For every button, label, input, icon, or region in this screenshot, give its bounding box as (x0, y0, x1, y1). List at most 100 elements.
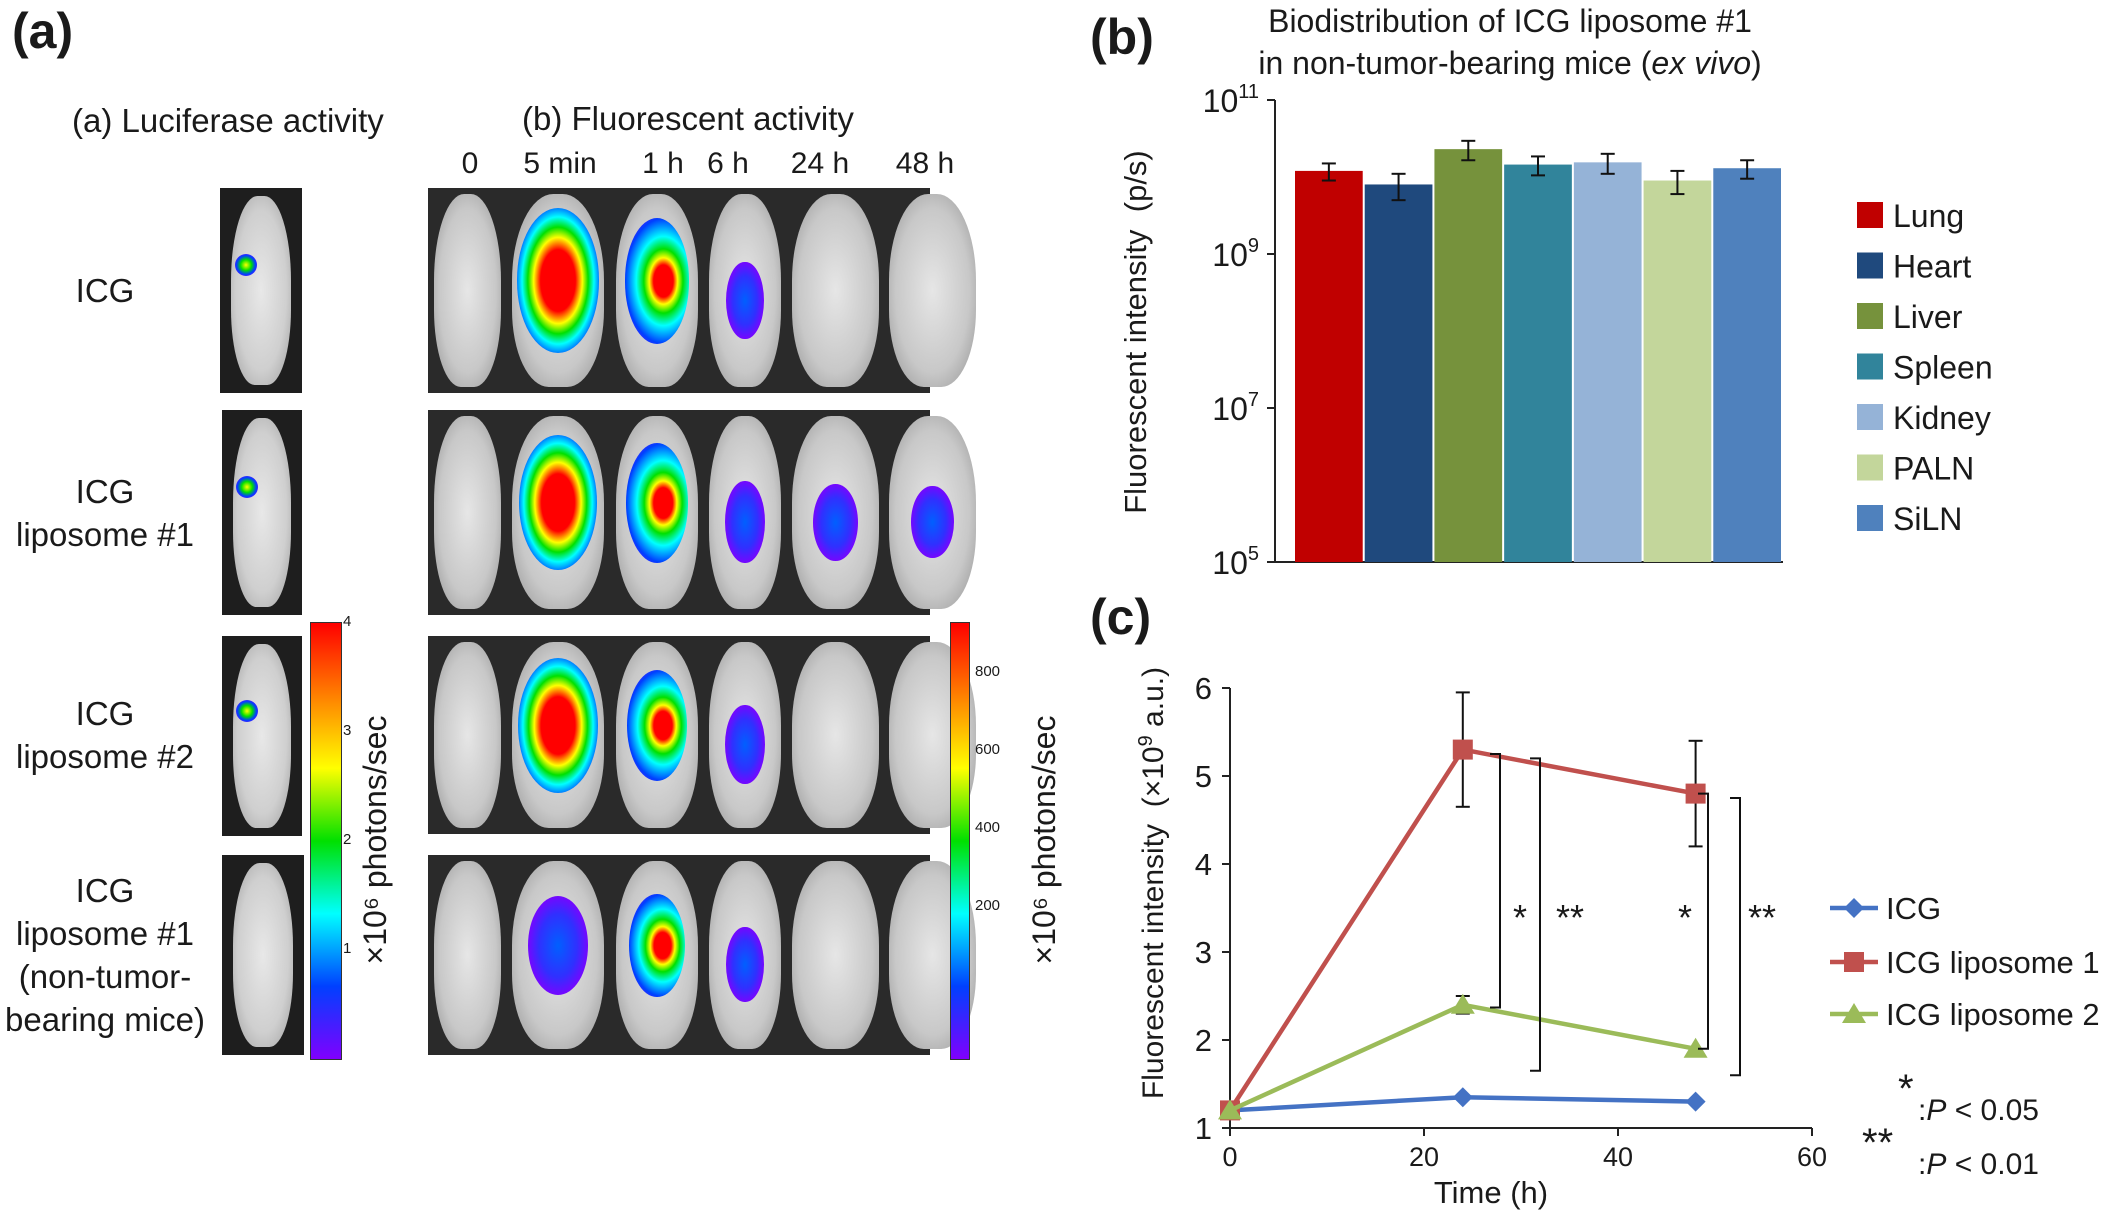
chart-b-title-line2-b: ) (1750, 45, 1762, 81)
chart-b-bar-heart (1364, 184, 1433, 562)
chart-c-legend-label: ICG liposome 2 (1886, 997, 2100, 1032)
row-label: ICG liposome #1 (0, 470, 210, 556)
chart-c-xtick-label: 40 (1603, 1142, 1633, 1172)
timepoint-label: 1 h (642, 147, 684, 180)
fluorescence-mouse (889, 194, 976, 387)
chart-c-marker-triangle (1218, 1099, 1242, 1120)
chart-c-ytick-label: 3 (1195, 935, 1212, 970)
mouse-body (233, 418, 291, 607)
chart-b-legend-swatch (1857, 202, 1883, 228)
fluorescence-mouse (512, 861, 604, 1049)
fluorescence-mouse (709, 642, 781, 828)
fluorescence-mouse (512, 194, 604, 387)
chart-c-xtick-label: 60 (1797, 1142, 1827, 1172)
chart-b-legend-label: PALN (1893, 451, 1974, 487)
mouse-body (233, 644, 291, 828)
fluorescence-signal (725, 481, 765, 564)
colorbar-left-tick: 2 (343, 831, 352, 848)
chart-c-sig-bracket (1490, 753, 1501, 1009)
row-label-line: liposome #1 (16, 515, 194, 553)
chart-b-legend-swatch (1857, 252, 1883, 279)
chart-c-ytick-label: 2 (1195, 1023, 1212, 1058)
chart-c-sig-legend-p: P (1926, 1148, 1946, 1181)
chart-b-legend-swatch (1857, 404, 1883, 430)
chart-c-ytick-label: 6 (1195, 671, 1212, 706)
colorbar-right-tick: 400 (975, 819, 1001, 836)
fluorescence-mouse (616, 416, 698, 609)
row-label-line: ICG (75, 472, 135, 510)
chart-c-marker-square (1844, 952, 1864, 972)
fluorescence-signal (725, 704, 765, 784)
chart-c-ytick-label: 5 (1195, 759, 1212, 794)
colorbar-right (950, 622, 970, 1060)
colorbar-right-tick: 200 (975, 897, 1001, 914)
colorbar-left-tick: 3 (343, 722, 352, 739)
chart-c-ytick-label: 4 (1195, 847, 1212, 882)
chart-b-legend-label: Spleen (1893, 350, 1993, 386)
fluorescence-mouse (792, 416, 879, 609)
chart-b-bar-lung (1295, 170, 1363, 562)
chart-b-ytick-label: 107 (1212, 389, 1259, 427)
timepoint-label: 0 (461, 147, 479, 180)
row-label-line: ICG (75, 695, 135, 732)
chart-c-marker-triangle (1683, 1037, 1708, 1058)
chart-b-legend-label: Kidney (1893, 400, 1991, 436)
luciferase-image (220, 188, 302, 393)
chart-b-bar-siln (1713, 168, 1781, 562)
chart-c-sig-legend-colon: : (1918, 1094, 1926, 1127)
chart-c-ylabel-exp: 9 (1135, 735, 1157, 747)
chart-c-sig-bracket (1730, 797, 1741, 1077)
chart-c-sig-legend-colon: : (1918, 1148, 1926, 1181)
chart-c-sig-mark: ** (1748, 897, 1776, 938)
fluorescence-mouse (512, 416, 604, 609)
fluorescence-signal (624, 218, 690, 344)
fluorescence-mouse (792, 642, 879, 828)
fluorescence-mouse (709, 861, 781, 1049)
chart-b-ytick-label: 109 (1212, 235, 1259, 273)
luciferase-title: (a) Luciferase activity (72, 102, 384, 139)
chart-c-sig-legend-label: :P < 0.05 (1918, 1094, 2039, 1127)
chart-b-legend-swatch (1857, 303, 1883, 329)
fluorescence-signal (626, 669, 688, 782)
fluorescence-mouse (434, 194, 501, 387)
chart-b-title-line1: Biodistribution of ICG liposome #1 (1268, 3, 1752, 39)
chart-b-bar-paln (1643, 180, 1712, 562)
timepoint-label: 24 h (790, 147, 850, 180)
chart-c-marker-diamond (1844, 898, 1864, 918)
chart-c-sig-legend-mark: * (1898, 1067, 1914, 1111)
row-label: ICG liposome #2 (0, 692, 210, 778)
panel-b-letter: (b) (1090, 9, 1154, 65)
row-label: ICG (0, 269, 210, 312)
chart-c-xlabel: Time (h) (1434, 1175, 1548, 1210)
row-label-line: ICG (75, 872, 135, 909)
chart-c-sig-legend-label: :P < 0.01 (1918, 1148, 2039, 1181)
colorbar-left-unit: ×10⁶ photons/sec (357, 715, 393, 965)
fluorescence-signal (726, 261, 764, 339)
fluorescence-mouse (792, 194, 879, 387)
fluorescence-mouse (709, 194, 781, 387)
fluorescence-signal (625, 442, 689, 564)
fluorescence-mouse (889, 416, 976, 609)
chart-b-legend-swatch (1857, 505, 1883, 531)
chart-c-sig-mark: * (1678, 897, 1692, 938)
chart-c-sig-legend-threshold: < 0.01 (1946, 1148, 2039, 1181)
chart-c-sig-mark: * (1513, 897, 1527, 938)
chart-c-xtick-label: 20 (1409, 1142, 1439, 1172)
chart-b-legend-swatch (1857, 454, 1883, 481)
chart-b-ylabel: Fluorescent intensity (p/s) (1118, 150, 1153, 514)
chart-c-ytick-label: 1 (1195, 1111, 1212, 1146)
chart-c-xtick-label: 0 (1222, 1142, 1237, 1172)
fluorescence-mouse (616, 642, 698, 828)
colorbar-right-tick: 800 (975, 663, 1001, 680)
fluorescence-mouse (616, 861, 698, 1049)
fluorescence-signal (629, 893, 685, 998)
chart-b-legend-label: Liver (1893, 299, 1963, 335)
chart-b-legend-swatch (1857, 353, 1883, 380)
timepoint-label: 6 h (707, 147, 749, 180)
fluorescent-title: (b) Fluorescent activity (522, 100, 854, 137)
colorbar-right-unit: ×10⁶ photons/sec (1026, 715, 1062, 965)
row-label-line: liposome #2 (16, 738, 194, 775)
colorbar-left (310, 622, 342, 1060)
fluorescence-signal (813, 483, 858, 561)
